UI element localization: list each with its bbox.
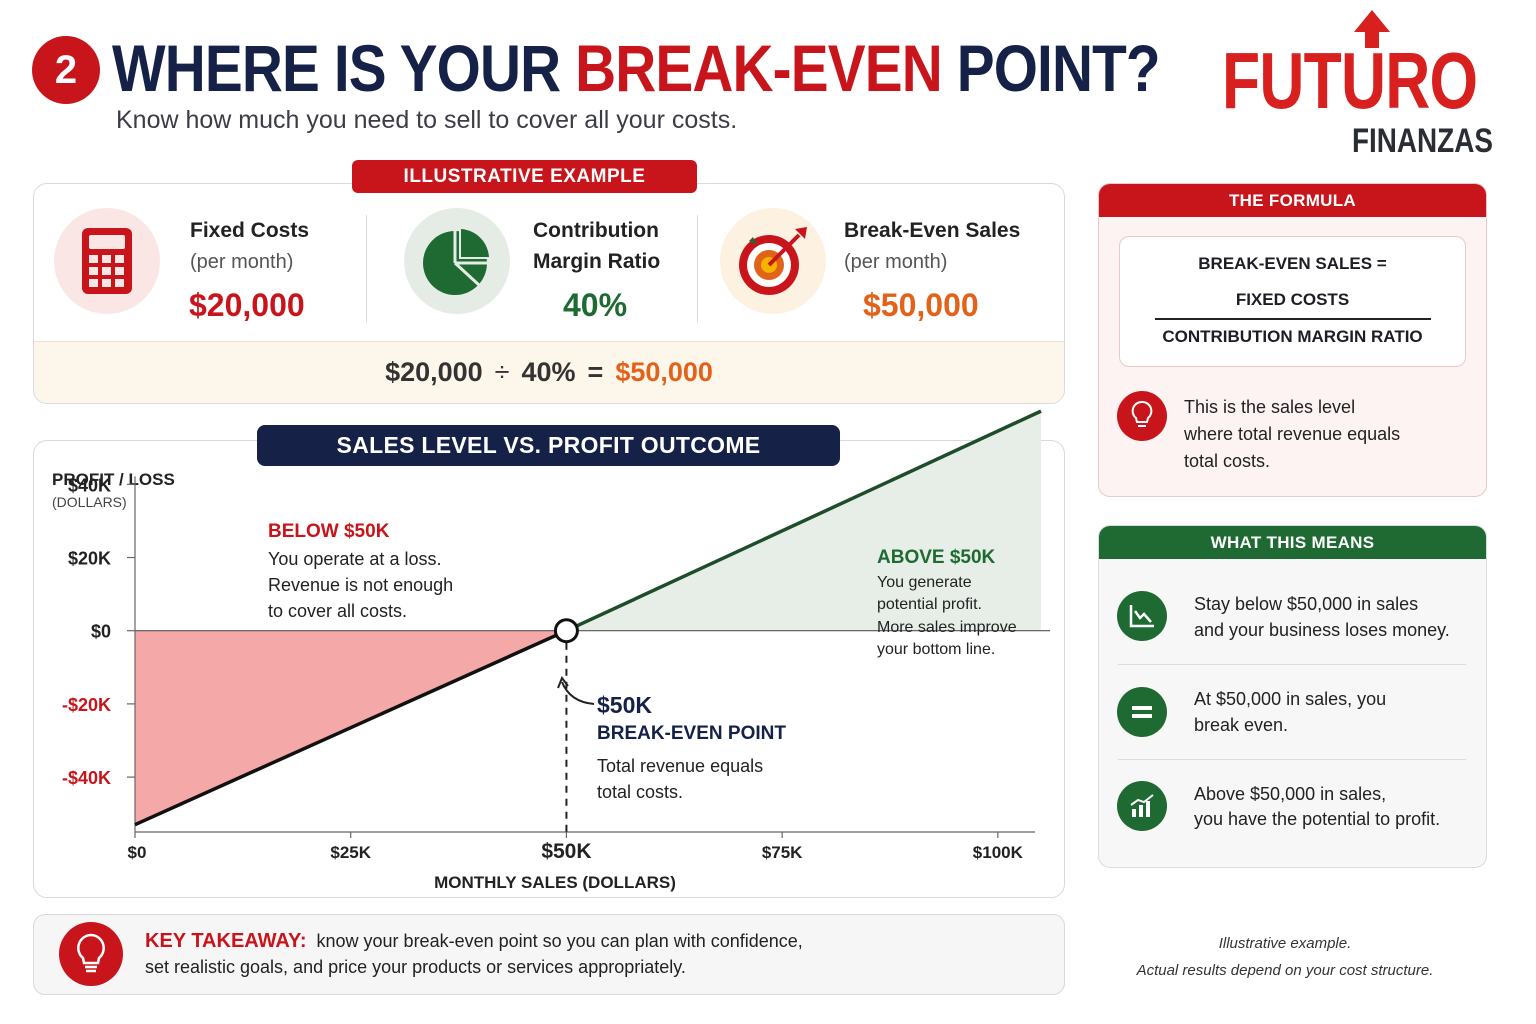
rising-chart-icon: [1117, 781, 1167, 831]
equation-left: $20,000: [385, 357, 483, 387]
cmr-value: 40%: [563, 287, 628, 323]
footnote-line1: Illustrative example.: [1218, 935, 1352, 952]
title-part2: POINT?: [956, 31, 1161, 105]
brand-logo-sub: FINANZAS: [1352, 122, 1493, 160]
y-tick-label: $40K: [68, 475, 111, 495]
fixed-costs-sub: (per month): [190, 251, 294, 273]
fixed-costs-value: $20,000: [189, 287, 305, 323]
metric-divider: [366, 215, 367, 323]
meaning-item-line: Stay below $50,000 in sales: [1194, 594, 1419, 614]
formula-line1: BREAK-EVEN SALES =: [1198, 254, 1387, 273]
break-even-desc-line: total costs.: [597, 782, 684, 802]
below-annotation-line: Revenue is not enough: [268, 575, 454, 595]
key-takeaway-title: KEY TAKEAWAY:: [145, 930, 307, 952]
logo-arrow-icon: [1354, 10, 1390, 48]
key-takeaway-line1: know your break-even point so you can pl…: [316, 931, 803, 951]
above-annotation-line: You generate: [877, 574, 972, 591]
profit-line: [565, 409, 1042, 633]
step-number-badge: 2: [32, 36, 100, 104]
below-annotation-line: You operate at a loss.: [268, 549, 442, 569]
x-axis-label: MONTHLY SALES (DOLLARS): [434, 873, 676, 892]
formula-note-line: where total revenue equals: [1184, 424, 1401, 444]
x-tick-label: $50K: [541, 840, 591, 863]
x-tick-label: $75K: [762, 843, 803, 862]
x-tick-label: $100K: [973, 843, 1024, 862]
footnote-line2: Actual results depend on your cost struc…: [1136, 962, 1434, 979]
equation-operator: ÷: [494, 357, 510, 387]
example-badge: ILLUSTRATIVE EXAMPLE: [352, 160, 697, 193]
lightbulb-icon: [59, 922, 123, 986]
key-takeaway-text: KEY TAKEAWAY: know your break-even point …: [145, 928, 803, 980]
meaning-item-line: At $50,000 in sales, you: [1194, 689, 1387, 709]
y-tick-label: -$40K: [62, 768, 111, 788]
target-icon: [720, 208, 826, 314]
cmr-label-line1: Contribution: [533, 219, 659, 242]
equation-mid: 40%: [521, 357, 576, 387]
below-annotation-line: to cover all costs.: [268, 601, 408, 621]
formula-numerator: FIXED COSTS: [1235, 290, 1350, 309]
equation-result: $50,000: [615, 357, 713, 387]
meaning-divider: [1118, 664, 1466, 665]
equation-equals: =: [587, 357, 604, 387]
y-tick-label: -$20K: [62, 695, 111, 715]
meaning-item-line: you have the potential to profit.: [1194, 809, 1441, 829]
metric-divider: [697, 215, 698, 323]
above-annotation-title: ABOVE $50K: [877, 547, 996, 568]
formula-box: [1119, 236, 1466, 367]
x-tick-label: $25K: [330, 843, 371, 862]
example-card: $20,000 ÷ 40% = $50,000: [33, 183, 1065, 404]
break-even-point: [553, 618, 579, 644]
break-even-label: BREAK-EVEN POINT: [597, 723, 786, 744]
y-tick-label: $20K: [68, 549, 111, 569]
y-axis-unit: (DOLLARS): [52, 494, 127, 510]
page-subtitle: Know how much you need to sell to cover …: [116, 106, 738, 134]
y-axis-label: PROFIT / LOSS: [52, 470, 175, 489]
fixed-costs-label: Fixed Costs: [190, 219, 310, 242]
brand-logo-word: FUTURO: [1222, 36, 1478, 125]
key-takeaway-line2: set realistic goals, and price your prod…: [145, 957, 686, 977]
curved-arrow-icon: [557, 676, 595, 705]
key-takeaway-card: [33, 914, 1065, 995]
above-annotation-line: More sales improve: [877, 619, 1017, 636]
cmr-label-line2: Margin Ratio: [533, 250, 661, 273]
meaning-item-line: and your business loses money.: [1194, 620, 1450, 640]
meaning-header: WHAT THIS MEANS: [1099, 526, 1486, 559]
loss-line: [134, 629, 568, 827]
declining-chart-icon: [1117, 591, 1167, 641]
formula-note-line: total costs.: [1184, 451, 1271, 471]
formula-fraction-bar: [1155, 318, 1431, 320]
pie-chart-icon: [404, 208, 510, 314]
x-tick-label: $0: [128, 843, 147, 862]
break-even-sales-value: $50,000: [863, 287, 979, 323]
formula-note-line: This is the sales level: [1184, 397, 1356, 417]
title-highlight: BREAK-EVEN: [575, 31, 943, 105]
lightbulb-icon: [1117, 391, 1167, 441]
break-even-sales-sub: (per month): [844, 251, 948, 273]
above-annotation-line: potential profit.: [877, 596, 982, 613]
above-annotation-line: your bottom line.: [877, 641, 996, 658]
break-even-desc-line: Total revenue equals: [597, 756, 764, 776]
meaning-item-line: Above $50,000 in sales,: [1194, 784, 1387, 804]
formula-denominator: CONTRIBUTION MARGIN RATIO: [1162, 327, 1423, 346]
equals-icon: [1117, 687, 1167, 737]
page-title: WHERE IS YOUR BREAK-EVEN POINT?: [112, 28, 1161, 108]
calculator-icon: [54, 208, 160, 314]
y-tick-label: $0: [91, 622, 111, 642]
break-even-value: $50K: [597, 692, 652, 718]
below-annotation-title: BELOW $50K: [268, 521, 390, 542]
chart-badge: SALES LEVEL VS. PROFIT OUTCOME: [257, 425, 840, 466]
break-even-sales-label: Break-Even Sales: [844, 219, 1021, 242]
title-part1: WHERE IS YOUR: [112, 31, 561, 105]
formula-header: THE FORMULA: [1099, 184, 1486, 217]
meaning-item-line: break even.: [1194, 715, 1289, 735]
meaning-divider: [1118, 759, 1466, 760]
equation-bar: $20,000 ÷ 40% = $50,000: [34, 341, 1064, 403]
